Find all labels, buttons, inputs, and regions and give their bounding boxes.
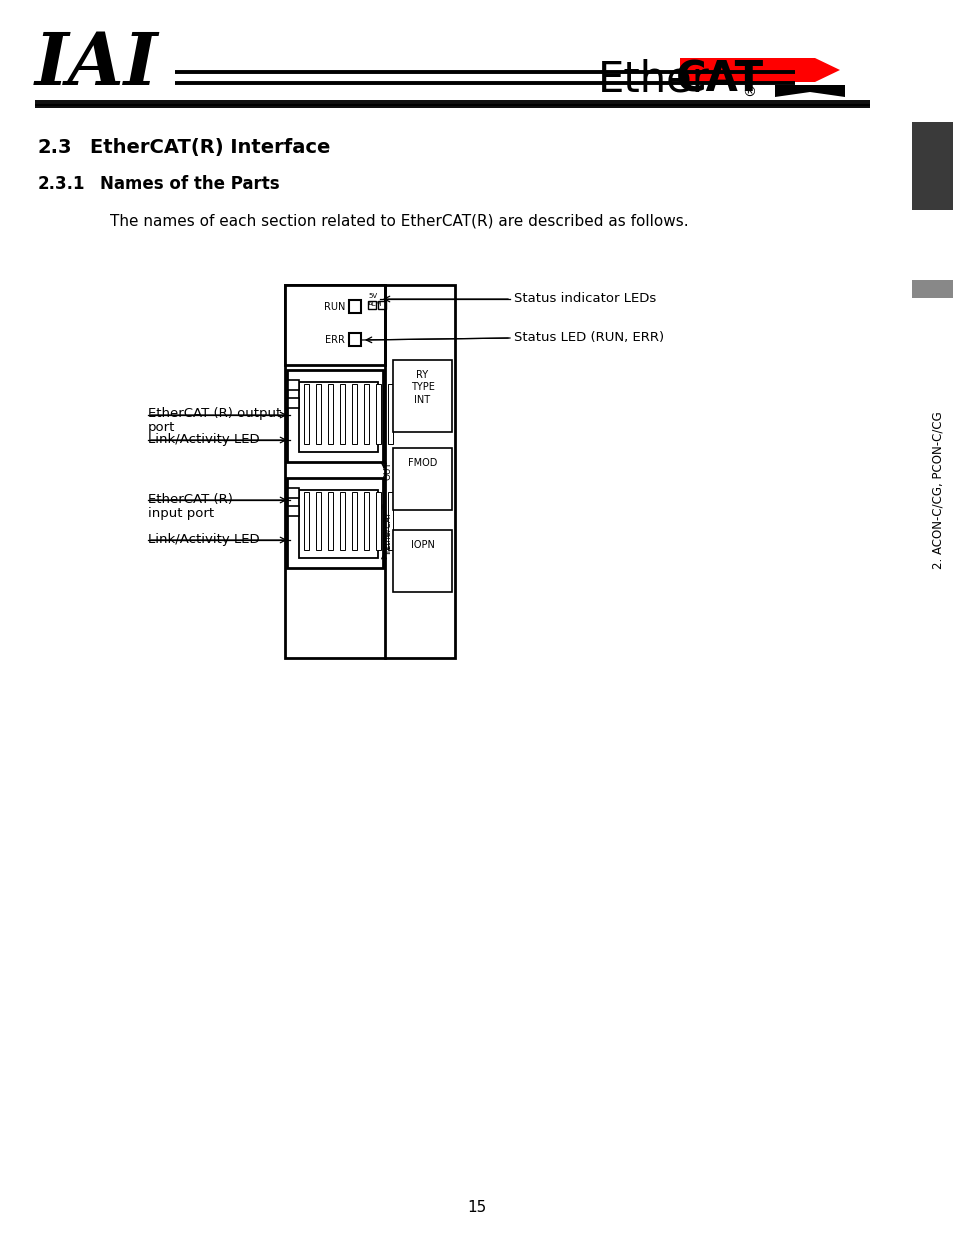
Bar — [298, 490, 377, 558]
Bar — [288, 380, 298, 390]
Bar — [339, 384, 345, 445]
Bar — [304, 384, 309, 445]
Text: CAT: CAT — [676, 58, 763, 100]
Bar — [304, 492, 309, 550]
Polygon shape — [774, 85, 844, 98]
Bar — [288, 398, 298, 408]
Bar — [349, 333, 360, 346]
Text: ALM: ALM — [368, 301, 382, 308]
Text: Link/Activity LED: Link/Activity LED — [148, 534, 259, 547]
Bar — [393, 359, 452, 432]
Bar — [328, 384, 333, 445]
Text: RY: RY — [416, 370, 428, 380]
Text: ERR: ERR — [325, 335, 345, 345]
Bar — [911, 122, 953, 210]
Bar — [911, 280, 953, 298]
Bar — [315, 492, 320, 550]
Text: IN: IN — [383, 545, 392, 555]
Text: input port: input port — [148, 508, 213, 520]
Text: ®: ® — [380, 505, 387, 511]
Text: ®: ® — [741, 86, 755, 100]
Text: OUT: OUT — [383, 461, 392, 480]
Text: TYPE: TYPE — [410, 382, 434, 391]
Bar — [298, 382, 377, 452]
Text: The names of each section related to EtherCAT(R) are described as follows.: The names of each section related to Eth… — [110, 212, 688, 228]
Text: INT: INT — [414, 395, 430, 405]
Bar — [315, 384, 320, 445]
Text: Ether: Ether — [598, 58, 709, 100]
Bar — [339, 492, 345, 550]
Bar — [393, 530, 452, 592]
Bar — [364, 384, 369, 445]
Bar — [377, 301, 386, 309]
Bar — [287, 370, 382, 462]
Bar — [388, 492, 393, 550]
Text: EtherCAT: EtherCAT — [383, 511, 392, 550]
Bar — [288, 488, 298, 498]
Text: Link/Activity LED: Link/Activity LED — [148, 433, 259, 447]
Text: 5V: 5V — [368, 293, 376, 299]
Bar — [328, 492, 333, 550]
Text: Status LED (RUN, ERR): Status LED (RUN, ERR) — [514, 331, 663, 345]
Text: port: port — [148, 421, 175, 433]
Bar — [352, 492, 356, 550]
Text: EtherCAT(R) Interface: EtherCAT(R) Interface — [90, 138, 330, 157]
Bar — [285, 285, 455, 658]
Bar — [285, 285, 385, 366]
Bar — [35, 100, 869, 107]
Text: 15: 15 — [467, 1200, 486, 1215]
Polygon shape — [679, 58, 840, 82]
Bar — [375, 384, 380, 445]
Bar — [393, 448, 452, 510]
Bar — [364, 492, 369, 550]
Text: Names of the Parts: Names of the Parts — [100, 175, 279, 193]
Text: EtherCAT (R) output: EtherCAT (R) output — [148, 408, 281, 420]
Bar — [352, 384, 356, 445]
Bar — [388, 384, 393, 445]
Bar — [375, 492, 380, 550]
Text: 2.3: 2.3 — [38, 138, 72, 157]
Bar — [288, 506, 298, 516]
Text: 2.3.1: 2.3.1 — [38, 175, 86, 193]
Text: EtherCAT (R): EtherCAT (R) — [148, 493, 233, 506]
Bar — [287, 478, 382, 568]
Text: IAI: IAI — [35, 28, 158, 100]
Text: RUN: RUN — [323, 303, 345, 312]
Bar — [368, 301, 375, 309]
Text: IOPN: IOPN — [410, 540, 434, 550]
Text: FMOD: FMOD — [407, 458, 436, 468]
Text: Status indicator LEDs: Status indicator LEDs — [514, 293, 656, 305]
Bar — [349, 300, 360, 312]
Text: 2. ACON-C/CG, PCON-C/CG: 2. ACON-C/CG, PCON-C/CG — [930, 411, 943, 569]
